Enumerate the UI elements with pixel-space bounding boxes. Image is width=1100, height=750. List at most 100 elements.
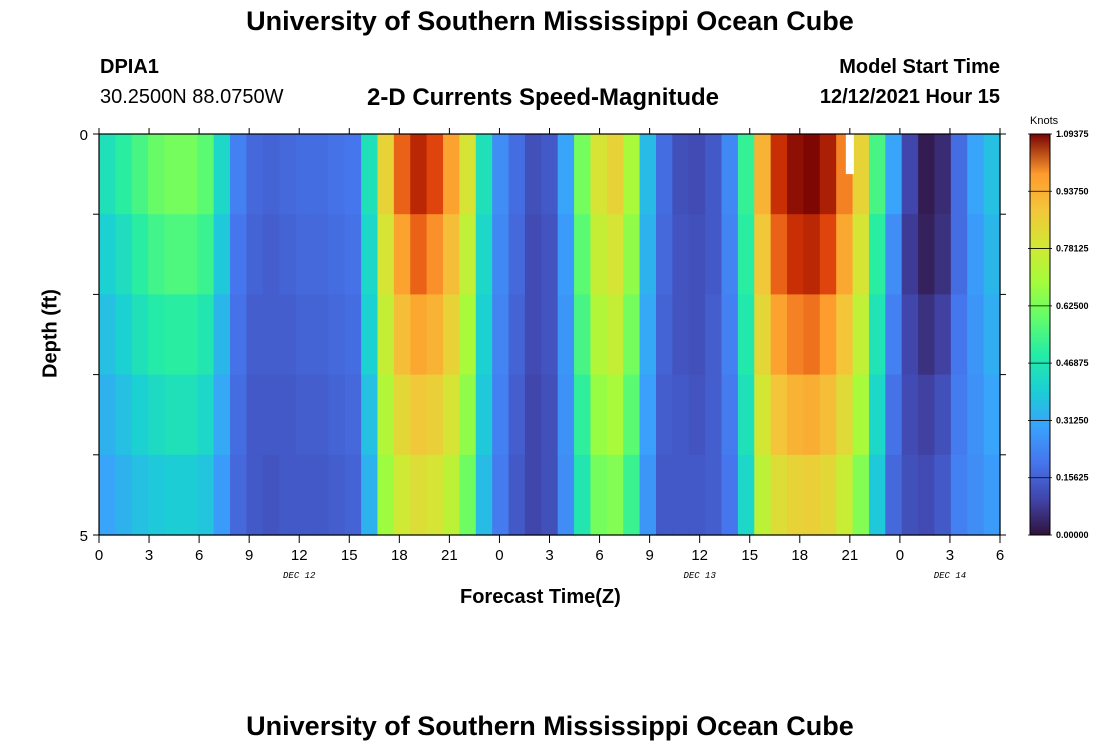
- x-axis-label: Forecast Time(Z): [460, 586, 621, 608]
- heatmap-cells: [99, 134, 1001, 536]
- heatmap-cell: [164, 454, 182, 536]
- heatmap-cell: [262, 134, 280, 215]
- heatmap-cell: [705, 294, 723, 376]
- heatmap-cell: [492, 374, 510, 456]
- heatmap-cell: [410, 134, 428, 215]
- heatmap-cell: [393, 214, 411, 295]
- heatmap-cell: [688, 374, 706, 456]
- heatmap-cell: [230, 134, 248, 215]
- y-tick-label-top: 0: [80, 127, 88, 144]
- heatmap-cell: [295, 134, 313, 215]
- heatmap-cell: [967, 454, 985, 536]
- heatmap-cell: [508, 214, 526, 295]
- heatmap-cell: [672, 454, 690, 536]
- heatmap-cell: [361, 214, 379, 295]
- x-tick-label: 6: [996, 547, 1004, 564]
- heatmap-cell: [655, 214, 673, 295]
- heatmap-cell: [868, 374, 886, 456]
- heatmap-cell: [311, 374, 329, 456]
- heatmap-cell: [311, 454, 329, 536]
- y-axis-label: Depth (ft): [39, 289, 62, 378]
- heatmap-cell: [967, 214, 985, 295]
- heatmap-cell: [246, 374, 264, 456]
- heatmap-cell: [377, 454, 395, 536]
- heatmap-cell: [754, 294, 772, 376]
- heatmap-cell: [180, 294, 198, 376]
- heatmap-cell: [787, 454, 805, 536]
- heatmap-cell: [672, 214, 690, 295]
- heatmap-cell: [180, 454, 198, 536]
- x-tick-label: 21: [441, 547, 458, 564]
- heatmap-cell: [672, 374, 690, 456]
- heatmap-cell: [590, 214, 608, 295]
- heatmap-cell: [164, 294, 182, 376]
- heatmap-cell: [574, 294, 592, 376]
- heatmap-cell: [99, 454, 116, 536]
- heatmap-cell: [410, 374, 428, 456]
- y-axis: 0 5: [80, 127, 88, 545]
- heatmap-cell: [885, 374, 903, 456]
- heatmap-cell: [311, 214, 329, 295]
- heatmap-cell: [328, 214, 346, 295]
- heatmap-cell: [426, 374, 444, 456]
- heatmap-cell: [934, 374, 952, 456]
- heatmap-cell: [918, 134, 936, 215]
- heatmap-cell: [541, 454, 559, 536]
- heatmap-cell: [819, 454, 837, 536]
- heatmap-cell: [885, 214, 903, 295]
- colorbar-unit-label: Knots: [1030, 115, 1059, 127]
- x-tick-label: 21: [841, 547, 858, 564]
- heatmap-cell: [983, 134, 1001, 215]
- heatmap-cell: [950, 294, 968, 376]
- heatmap-cell: [262, 214, 280, 295]
- heatmap-cell: [148, 294, 166, 376]
- heatmap-cell: [983, 454, 1001, 536]
- heatmap-cell: [426, 134, 444, 215]
- heatmap-cell: [655, 374, 673, 456]
- heatmap-cell: [410, 214, 428, 295]
- heatmap-cell: [967, 374, 985, 456]
- heatmap-cell: [213, 134, 231, 215]
- heatmap-cell: [459, 214, 477, 295]
- heatmap-cell: [819, 134, 837, 215]
- heatmap-cell: [148, 214, 166, 295]
- x-tick-label: 12: [691, 547, 708, 564]
- x-tick-label: 9: [645, 547, 653, 564]
- heatmap-cell: [606, 374, 624, 456]
- heatmap-cell: [508, 294, 526, 376]
- heatmap-cell: [688, 454, 706, 536]
- heatmap-cell: [279, 134, 297, 215]
- model-start-value: 12/12/2021 Hour 15: [819, 86, 1000, 108]
- colorbar-tick-label: 0.00000: [1056, 530, 1089, 540]
- colorbar: Knots 1.09375 0.93750 0.78125 0.62500 0.4687…: [1028, 115, 1089, 540]
- heatmap-cell: [541, 214, 559, 295]
- heatmap-cell: [246, 294, 264, 376]
- heatmap-cell: [705, 454, 723, 536]
- x-tick-label: 3: [145, 547, 153, 564]
- heatmap-cell: [705, 134, 723, 215]
- heatmap-cell: [983, 214, 1001, 295]
- heatmap-cell: [868, 134, 886, 215]
- heatmap-cell: [803, 214, 821, 295]
- heatmap-cell: [574, 454, 592, 536]
- heatmap-cell: [770, 134, 788, 215]
- heatmap-cell: [574, 134, 592, 215]
- heatmap-cell: [868, 294, 886, 376]
- heatmap-cell: [901, 294, 919, 376]
- y-tick-label-bottom: 5: [80, 528, 88, 545]
- heatmap-cell: [131, 134, 149, 215]
- heatmap-cell: [934, 454, 952, 536]
- heatmap-cell: [344, 374, 362, 456]
- heatmap-cell: [524, 214, 542, 295]
- heatmap-cell: [541, 374, 559, 456]
- heatmap-cell: [230, 454, 248, 536]
- heatmap-cell: [361, 374, 379, 456]
- heatmap-cell: [410, 454, 428, 536]
- heatmap-cell: [934, 134, 952, 215]
- heatmap-cell: [393, 294, 411, 376]
- heatmap-cell: [819, 294, 837, 376]
- heatmap-cell: [279, 294, 297, 376]
- heatmap-cell: [197, 294, 215, 376]
- colorbar-tick-label: 0.15625: [1056, 473, 1089, 483]
- heatmap-cell: [950, 454, 968, 536]
